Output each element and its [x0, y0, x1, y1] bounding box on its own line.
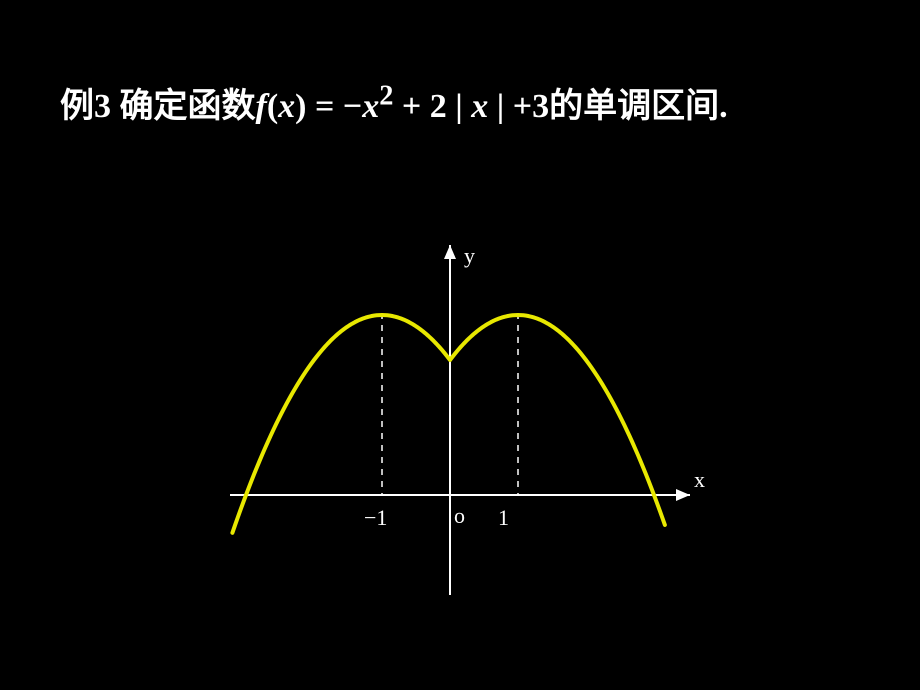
origin-label: o — [454, 503, 465, 529]
formula-x1: x — [278, 88, 295, 125]
y-axis-label: y — [464, 243, 475, 269]
formula-eq: = — [306, 88, 342, 125]
function-graph: y x o −1 1 — [200, 225, 720, 605]
formula-x2: x — [362, 88, 379, 125]
title-prefix: 例3 确定函数 — [60, 88, 256, 125]
x-axis-label: x — [694, 467, 705, 493]
formula-sup: 2 — [379, 81, 393, 112]
chart-svg — [200, 225, 720, 605]
formula-paren-open: ( — [267, 88, 278, 125]
problem-title: 例3 确定函数f(x) = −x2 + 2 | x | +3的单调区间. — [60, 78, 860, 127]
formula-paren-close: ) — [295, 88, 306, 125]
formula-x3: x — [471, 88, 488, 125]
neg1-tick-label: −1 — [364, 505, 387, 531]
formula-plus2: | +3 — [488, 88, 549, 125]
title-suffix: 的单调区间. — [549, 88, 728, 125]
pos1-tick-label: 1 — [498, 505, 509, 531]
formula-plus1: + 2 | — [393, 88, 471, 125]
formula-neg: − — [343, 88, 362, 125]
formula-f: f — [256, 88, 267, 125]
